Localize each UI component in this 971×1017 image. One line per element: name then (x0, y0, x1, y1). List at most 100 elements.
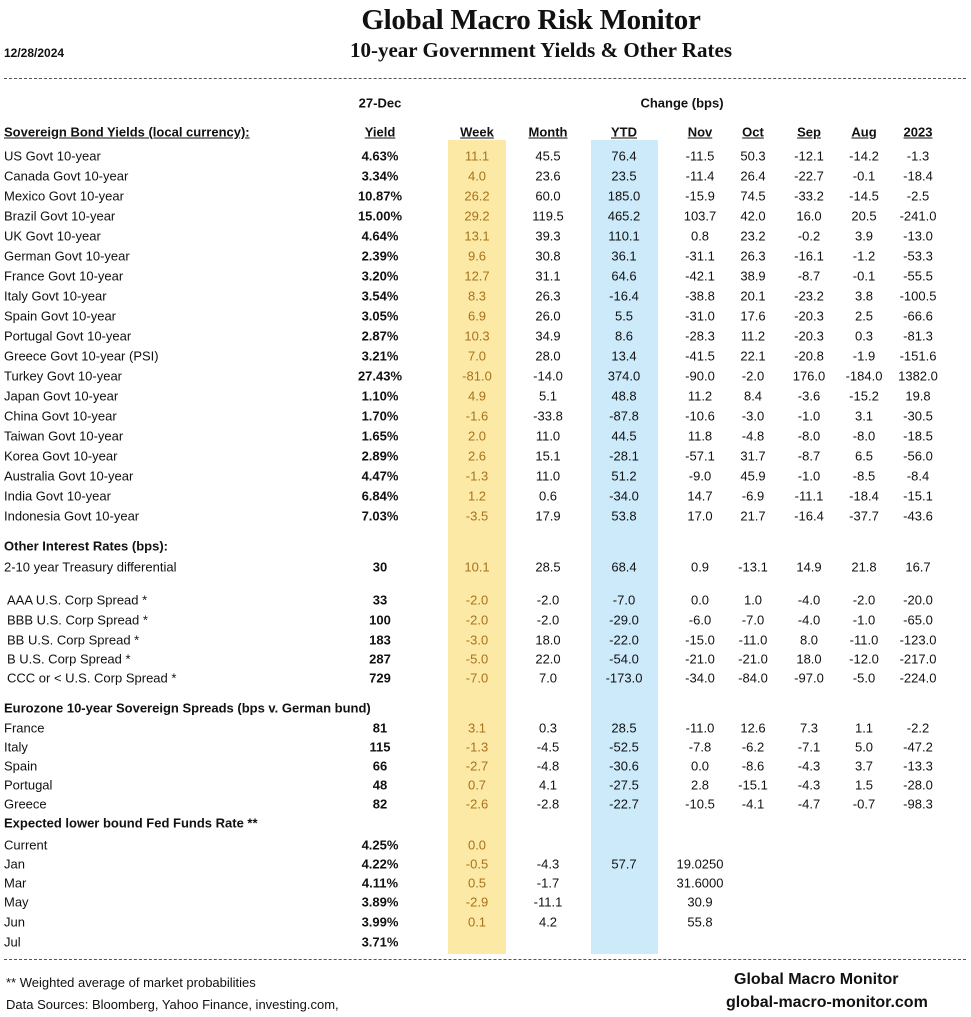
cell-month: 45.5 (535, 148, 561, 164)
cell-nov: -21.0 (685, 651, 715, 667)
cell-aug: -12.0 (849, 651, 879, 667)
cell-month: 17.9 (535, 508, 561, 524)
cell-aug: -37.7 (849, 508, 879, 524)
cell-y2023: -100.5 (899, 288, 937, 304)
cell-ytd: 48.8 (611, 388, 637, 404)
cell-ytd: 76.4 (611, 148, 637, 164)
cell-week: -5.0 (465, 651, 489, 667)
cell-aug: 20.5 (851, 208, 877, 224)
column-header-oct: Oct (742, 124, 764, 140)
cell-sep: -4.7 (797, 796, 821, 812)
row-label: Greece (4, 796, 47, 812)
cell-yield: 81 (372, 720, 388, 736)
cell-aug: 0.3 (854, 328, 874, 344)
cell-week: -2.7 (465, 758, 489, 774)
cell-ytd: -30.6 (609, 758, 639, 774)
cell-y2023: 16.7 (905, 559, 931, 575)
cell-y2023: -98.3 (903, 796, 933, 812)
cell-sep: -22.7 (794, 168, 824, 184)
cell-nov: -11.4 (685, 168, 715, 184)
cell-oct: 21.7 (740, 508, 766, 524)
row-label: Indonesia Govt 10-year (4, 508, 140, 524)
cell-oct: -3.0 (741, 408, 765, 424)
cell-sep: -4.0 (797, 612, 821, 628)
cell-y2023: -151.6 (899, 348, 937, 364)
brand-website[interactable]: global-macro-monitor.com (726, 994, 928, 1011)
cell-y2023: -43.6 (903, 508, 933, 524)
cell-sep: -97.0 (794, 670, 824, 686)
cell-week: 8.3 (467, 288, 487, 304)
cell-month: 11.0 (535, 428, 561, 444)
cell-ytd: 68.4 (611, 559, 637, 575)
cell-nov: 30.9 (687, 894, 713, 910)
cell-sep: 18.0 (796, 651, 822, 667)
cell-ytd: -22.7 (609, 796, 639, 812)
cell-month: 11.0 (535, 468, 561, 484)
cell-yield: 3.05% (361, 308, 399, 324)
cell-aug: -0.7 (852, 796, 876, 812)
cell-aug: 1.1 (854, 720, 874, 736)
row-label: AAA U.S. Corp Spread * (7, 592, 148, 608)
cell-sep: -4.0 (797, 592, 821, 608)
cell-week: 1.2 (467, 488, 487, 504)
change-header: Change (bps) (640, 95, 724, 111)
cell-week: -81.0 (462, 368, 492, 384)
row-label: India Govt 10-year (4, 488, 111, 504)
cell-sep: -4.3 (797, 777, 821, 793)
cell-ytd: 13.4 (611, 348, 637, 364)
ytd-column-highlight (591, 140, 658, 954)
cell-yield: 7.03% (361, 508, 399, 524)
cell-y2023: -15.1 (903, 488, 933, 504)
cell-yield: 183 (369, 632, 391, 648)
column-header-nov: Nov (687, 124, 713, 140)
cell-oct: -6.2 (741, 739, 765, 755)
cell-week: -2.9 (465, 894, 489, 910)
cell-yield: 82 (372, 796, 388, 812)
cell-sep: -8.7 (797, 268, 821, 284)
cell-month: -1.7 (536, 875, 560, 891)
cell-month: 28.5 (535, 559, 561, 575)
cell-y2023: -55.5 (903, 268, 933, 284)
cell-sep: -20.3 (794, 308, 824, 324)
cell-week: -1.3 (465, 739, 489, 755)
cell-sep: -16.1 (794, 248, 824, 264)
cell-oct: -11.0 (738, 632, 768, 648)
cell-aug: -18.4 (849, 488, 879, 504)
cell-nov: 0.0 (690, 592, 710, 608)
cell-oct: -7.0 (741, 612, 765, 628)
cell-ytd: 28.5 (611, 720, 637, 736)
cell-y2023: -53.3 (903, 248, 933, 264)
cell-yield: 3.20% (361, 268, 399, 284)
cell-aug: -15.2 (849, 388, 879, 404)
cell-y2023: -13.0 (903, 228, 933, 244)
column-header-sep: Sep (797, 124, 821, 140)
row-label: Mar (4, 875, 27, 891)
cell-y2023: -217.0 (899, 651, 937, 667)
cell-ytd: -87.8 (609, 408, 639, 424)
cell-yield: 48 (372, 777, 388, 793)
cell-week: 6.9 (467, 308, 487, 324)
cell-y2023: 1382.0 (898, 368, 938, 384)
cell-month: 39.3 (535, 228, 561, 244)
cell-sep: -4.3 (797, 758, 821, 774)
cell-oct: -21.0 (738, 651, 768, 667)
cell-week: 0.7 (467, 777, 487, 793)
column-header-y2023: 2023 (903, 124, 933, 140)
cell-yield: 3.54% (361, 288, 399, 304)
cell-oct: 12.6 (740, 720, 766, 736)
cell-sep: -8.7 (797, 448, 821, 464)
cell-y2023: -65.0 (903, 612, 933, 628)
report-date: 12/28/2024 (4, 46, 65, 60)
cell-nov: -11.0 (685, 720, 715, 736)
cell-aug: -14.5 (849, 188, 879, 204)
cell-aug: 6.5 (854, 448, 874, 464)
cell-nov: -31.0 (685, 308, 715, 324)
cell-week: -2.0 (465, 612, 489, 628)
row-label: US Govt 10-year (4, 148, 101, 164)
cell-sep: 16.0 (796, 208, 822, 224)
row-label: Japan Govt 10-year (4, 388, 119, 404)
cell-aug: 3.8 (854, 288, 874, 304)
cell-nov: -10.6 (685, 408, 715, 424)
cell-oct: -4.8 (741, 428, 765, 444)
section-title: Expected lower bound Fed Funds Rate ** (4, 815, 258, 831)
